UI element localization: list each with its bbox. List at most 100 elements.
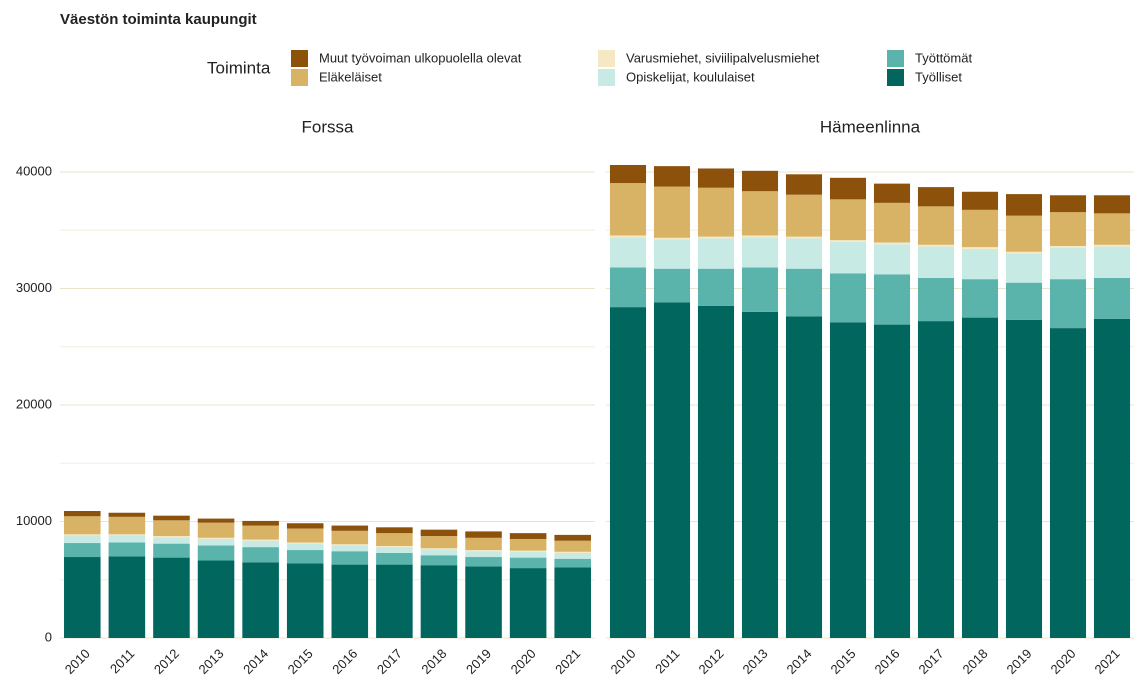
bar-segment: [741, 267, 779, 312]
x-tick-label: 2019: [463, 646, 494, 677]
legend-swatch: [598, 69, 615, 86]
legend-label: Varusmiehet, siviilipalvelusmiehet: [626, 50, 820, 65]
bar-segment: [242, 520, 279, 526]
bar-segment: [153, 515, 190, 521]
bar-segment: [653, 239, 691, 269]
bar-segment: [1005, 282, 1043, 320]
bar-segment: [1093, 246, 1131, 278]
bar-segment: [197, 538, 235, 546]
legend-label: Muut työvoiman ulkopuolella olevat: [319, 50, 522, 65]
bar-segment: [829, 199, 867, 241]
y-tick-label: 30000: [16, 280, 52, 295]
bar-segment: [697, 238, 735, 269]
bar-segment: [331, 564, 369, 638]
bar-segment: [465, 537, 502, 551]
bar-segment: [961, 247, 999, 249]
x-tick-label: 2017: [915, 646, 946, 677]
bar-segment: [197, 518, 235, 523]
bar-segment: [741, 170, 779, 192]
bar-segment: [108, 534, 146, 536]
bar-segment: [108, 542, 146, 557]
bar-segment: [653, 166, 691, 187]
bar-segment: [785, 174, 823, 195]
bar-segment: [197, 522, 235, 538]
bar-segment: [917, 187, 955, 207]
bar-segment: [242, 540, 279, 548]
bar-segment: [153, 536, 190, 538]
bar-segment: [785, 238, 823, 269]
bar-segment: [1005, 251, 1043, 254]
bar-segment: [873, 242, 911, 245]
legend-label: Eläkeläiset: [319, 69, 382, 84]
legend-title: Toiminta: [207, 58, 271, 77]
x-tick-label: 2018: [959, 646, 990, 677]
x-tick-label: 2021: [1091, 646, 1122, 677]
bar-segment: [653, 302, 691, 638]
bar-segment: [331, 530, 369, 545]
bar-segment: [1005, 319, 1043, 638]
bar-segment: [785, 316, 823, 638]
bar-segment: [554, 534, 591, 541]
bar-segment: [873, 324, 911, 638]
bar-segment: [829, 273, 867, 323]
bar-segment: [697, 187, 735, 237]
x-tick-label: 2016: [871, 646, 902, 677]
bar-segment: [108, 556, 146, 638]
x-tick-label: 2020: [1047, 646, 1078, 677]
x-tick-label: 2019: [1003, 646, 1034, 677]
legend-label: Opiskelijat, koululaiset: [626, 69, 755, 84]
bar-segment: [331, 525, 369, 531]
bar-segment: [554, 552, 591, 559]
bar-segment: [420, 565, 458, 638]
bar-segment: [64, 534, 101, 536]
bar-segment: [961, 191, 999, 210]
bar-segment: [961, 317, 999, 638]
bar-segment: [64, 535, 101, 544]
bar-segment: [153, 543, 190, 558]
bar-segment: [829, 241, 867, 274]
facet-title: Hämeenlinna: [820, 117, 921, 136]
bar-segment: [286, 528, 324, 543]
x-tick-label: 2011: [652, 646, 682, 676]
bar-segment: [697, 268, 735, 306]
bar-segment: [1049, 212, 1087, 246]
legend-swatch: [887, 50, 904, 67]
bar-segment: [108, 535, 146, 543]
bar-segment: [420, 555, 458, 566]
bar-segment: [242, 539, 279, 541]
legend-label: Työlliset: [915, 69, 962, 84]
bar-segment: [376, 545, 413, 548]
bar-segment: [197, 560, 235, 638]
bar-segment: [1049, 247, 1087, 280]
bar-segment: [376, 533, 413, 546]
bar-segment: [961, 209, 999, 248]
bar-segment: [376, 552, 413, 565]
bar-segment: [873, 244, 911, 275]
bar-segment: [653, 237, 691, 240]
x-tick-label: 2016: [329, 646, 360, 677]
bar-segment: [1093, 213, 1131, 245]
legend-swatch: [291, 50, 308, 67]
bar-segment: [829, 322, 867, 638]
bar-segment: [609, 164, 647, 184]
bar-segment: [1093, 277, 1131, 319]
y-tick-label: 40000: [16, 163, 52, 178]
bar-segment: [376, 527, 413, 534]
bar-segment: [242, 562, 279, 638]
bar-segment: [509, 533, 547, 539]
bar-segment: [509, 557, 547, 569]
bar-segment: [554, 558, 591, 568]
x-tick-label: 2015: [827, 646, 858, 677]
bar-segment: [286, 542, 324, 544]
bar-segment: [509, 538, 547, 551]
bar-segment: [465, 557, 502, 567]
bar-segment: [1093, 244, 1131, 247]
bar-segment: [785, 236, 823, 239]
bar-segment: [785, 194, 823, 237]
x-tick-label: 2010: [607, 646, 638, 677]
bar-segment: [1005, 253, 1043, 283]
bar-segment: [917, 277, 955, 322]
bar-segment: [64, 557, 101, 638]
bar-segment: [829, 177, 867, 200]
